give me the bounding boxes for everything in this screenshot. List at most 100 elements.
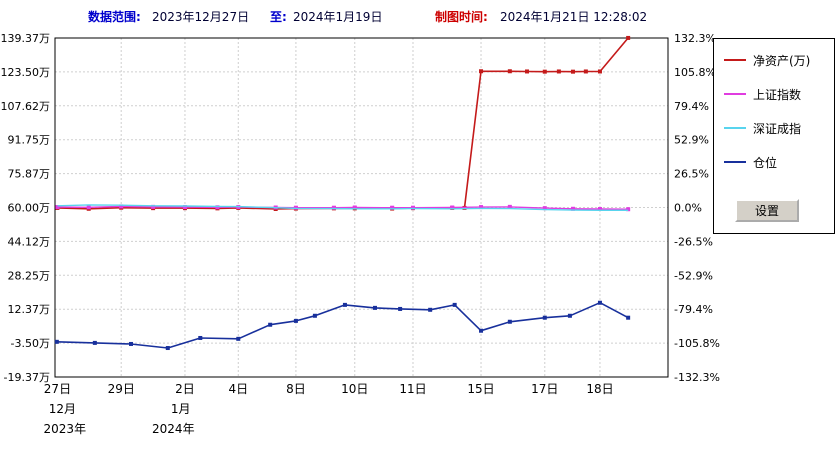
data-point-marker-shanghai-index <box>151 204 156 209</box>
data-point-marker-net-assets <box>542 69 547 74</box>
x-axis-day-label: 27日 <box>44 382 71 396</box>
data-point-marker-shanghai-index <box>479 205 484 210</box>
right-axis-tick-label: 52.9% <box>674 134 709 147</box>
settings-button[interactable]: 设置 <box>735 199 799 222</box>
data-range-end: 2024年1月19日 <box>293 10 383 24</box>
data-point-marker-position <box>129 341 134 346</box>
data-point-marker-shanghai-index <box>450 205 455 210</box>
data-point-marker-shanghai-index <box>86 205 91 210</box>
data-point-marker-shanghai-index <box>542 206 547 211</box>
x-axis-day-label: 4日 <box>228 382 248 396</box>
chart-time-value: 2024年1月21日 12:28:02 <box>500 10 648 24</box>
data-point-marker-position <box>452 302 457 307</box>
data-point-marker-shanghai-index <box>507 204 512 209</box>
left-axis-tick-label: 75.87万 <box>8 168 51 181</box>
right-axis-tick-label: -79.4% <box>674 303 713 316</box>
right-axis-tick-label: -132.3% <box>674 371 720 384</box>
x-axis-year-label: 2024年 <box>152 422 195 436</box>
data-point-marker-position <box>342 302 347 307</box>
plot-border <box>54 37 669 378</box>
data-point-marker-net-assets <box>570 69 575 74</box>
x-axis-day-label: 8日 <box>286 382 306 396</box>
data-point-marker-position <box>236 336 241 341</box>
left-axis-tick-label: -19.37万 <box>4 371 50 384</box>
data-point-marker-shanghai-index <box>390 205 395 210</box>
data-point-marker-shanghai-index <box>570 206 575 211</box>
right-axis-tick-label: -105.8% <box>674 337 720 350</box>
x-axis-month-label: 1月 <box>171 402 191 416</box>
data-point-marker-position <box>293 318 298 323</box>
data-point-marker-position <box>597 300 602 305</box>
data-point-marker-net-assets <box>583 69 588 74</box>
data-point-marker-position <box>372 305 377 310</box>
series-line-position <box>56 301 629 349</box>
series-line-net-assets <box>57 37 629 210</box>
chart-time-label: 制图时间: <box>435 10 488 24</box>
x-axis-year-label: 2023年 <box>44 422 87 436</box>
data-point-marker-position <box>268 322 273 327</box>
legend-item-shenzhen-index: 深证成指 <box>714 111 834 145</box>
legend-item-label: 上证指数 <box>753 87 802 102</box>
x-axis-day-label: 29日 <box>108 382 135 396</box>
legend-item-shanghai-index: 上证指数 <box>714 77 834 111</box>
data-point-marker-net-assets <box>556 69 561 74</box>
legend-item-net-assets: 净资产(万) <box>714 43 834 77</box>
data-point-marker-position <box>198 335 203 340</box>
data-point-marker-shanghai-index <box>55 205 60 210</box>
data-point-marker-position <box>567 313 572 318</box>
data-point-marker-position <box>479 328 484 333</box>
data-point-marker-position <box>507 319 512 324</box>
legend-item-label: 仓位 <box>753 155 778 170</box>
x-axis-day-label: 10日 <box>341 382 368 396</box>
data-point-marker-shanghai-index <box>597 206 602 211</box>
legend-item-label: 深证成指 <box>753 121 802 136</box>
data-point-marker-net-assets <box>597 69 602 74</box>
left-axis-tick-label: 107.62万 <box>1 100 51 113</box>
x-axis-month-label: 12月 <box>49 402 76 416</box>
shanghai-index-line-sample <box>724 93 746 95</box>
left-axis-tick-label: 44.12万 <box>8 235 51 248</box>
data-point-marker-net-assets <box>479 69 484 74</box>
data-point-marker-shanghai-index <box>182 205 187 210</box>
data-point-marker-shanghai-index <box>119 204 124 209</box>
x-axis-day-label: 11日 <box>399 382 426 396</box>
right-axis-tick-label: 79.4% <box>674 100 709 113</box>
x-axis-day-label: 15日 <box>467 382 494 396</box>
x-axis-day-label: 18日 <box>586 382 613 396</box>
right-axis-tick-label: -52.9% <box>674 269 713 282</box>
data-point-marker-position <box>428 307 433 312</box>
left-axis-tick-label: 139.37万 <box>1 32 51 45</box>
series-line-shanghai-index <box>57 205 629 210</box>
left-axis-tick-label: -3.50万 <box>11 337 50 350</box>
shenzhen-index-line-sample <box>724 127 746 129</box>
legend-panel: 净资产(万) 上证指数 深证成指 仓位 设置 <box>713 38 835 234</box>
to-label: 至: <box>270 10 287 24</box>
data-point-marker-position <box>92 340 97 345</box>
right-axis-tick-label: -26.5% <box>674 235 713 248</box>
data-point-marker-position <box>398 306 403 311</box>
data-point-marker-shanghai-index <box>215 205 220 210</box>
left-axis-tick-label: 12.37万 <box>8 303 51 316</box>
series-line-shenzhen-index <box>57 204 629 212</box>
left-axis-tick-label: 123.50万 <box>1 66 51 79</box>
data-point-marker-position <box>165 346 170 351</box>
data-point-marker-position <box>542 315 547 320</box>
data-point-marker-shanghai-index <box>626 207 631 212</box>
left-axis-tick-label: 60.00万 <box>8 202 51 215</box>
data-point-marker-net-assets <box>525 69 530 74</box>
right-axis-tick-label: 132.3% <box>674 32 716 45</box>
data-point-marker-net-assets <box>626 35 631 40</box>
right-axis-tick-label: 105.8% <box>674 66 716 79</box>
data-point-marker-position <box>312 313 317 318</box>
net-assets-line-sample <box>724 59 746 61</box>
data-point-marker-shanghai-index <box>352 205 357 210</box>
left-axis-tick-label: 91.75万 <box>8 134 51 147</box>
data-range-label: 数据范围: <box>88 10 141 24</box>
legend-item-position: 仓位 <box>714 145 834 179</box>
data-point-marker-position <box>54 339 59 344</box>
data-point-marker-net-assets <box>507 69 512 74</box>
x-axis-day-label: 2日 <box>175 382 195 396</box>
right-axis-tick-label: 0.0% <box>674 202 702 215</box>
